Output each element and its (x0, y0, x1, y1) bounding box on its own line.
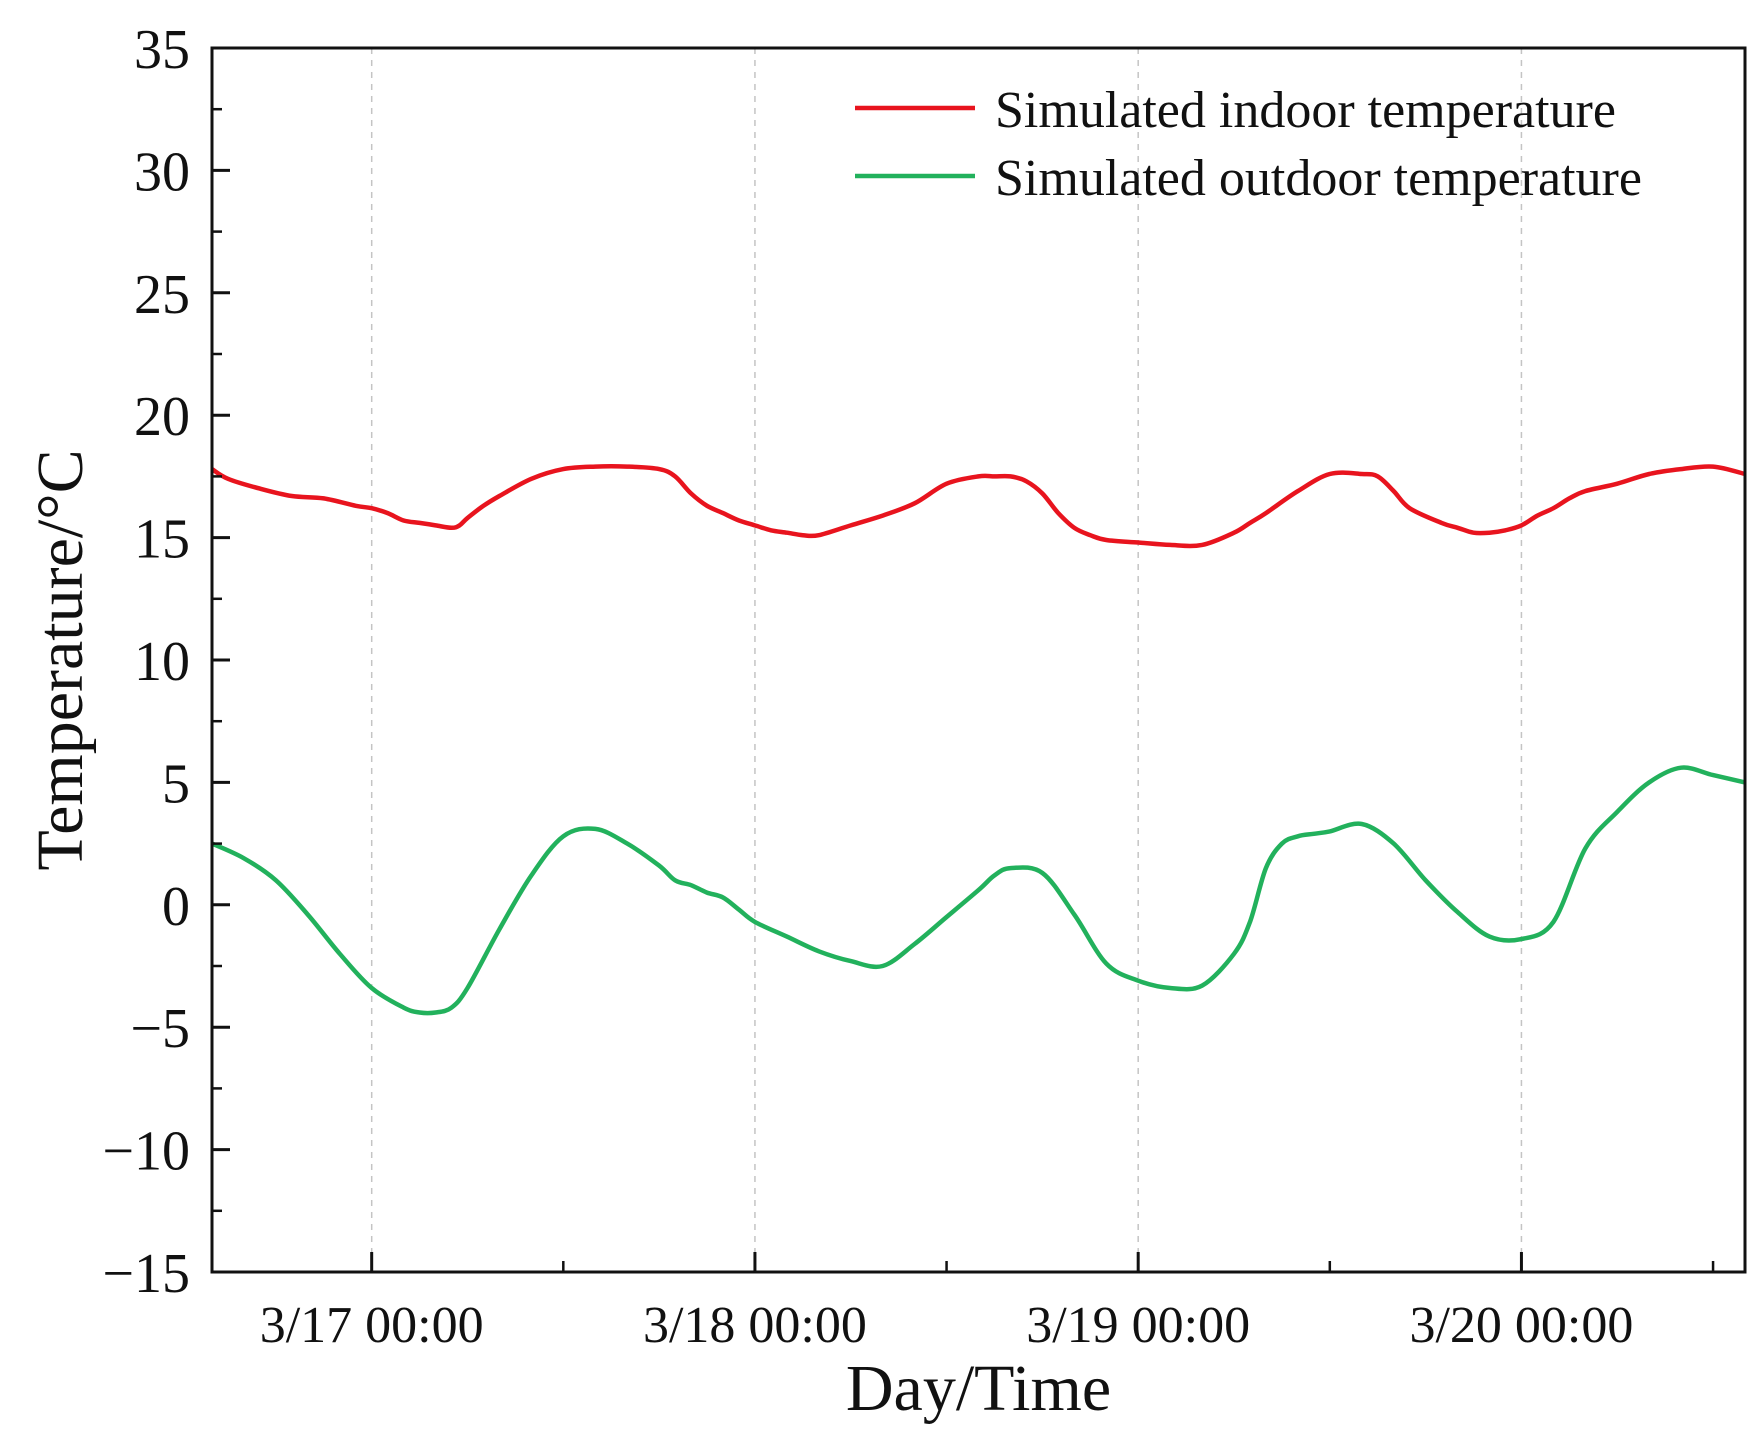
x-tick-label: 3/18 00:00 (643, 1297, 867, 1354)
y-axis-label: Temperature/°C (24, 449, 97, 870)
grid-lines (370, 48, 1523, 1272)
y-tick-label: 35 (134, 19, 190, 81)
legend-label-1: Simulated outdoor temperature (995, 150, 1642, 207)
y-tick-label: −5 (130, 998, 190, 1060)
y-tick-label: 20 (134, 386, 190, 448)
y-tick-label: 30 (134, 141, 190, 203)
x-tick-label: 3/19 00:00 (1026, 1297, 1250, 1354)
y-tick-label: −10 (102, 1121, 190, 1183)
series-line-outdoor (212, 765, 1745, 1016)
series-line-indoor (212, 464, 1745, 549)
y-tick-label: 5 (162, 753, 190, 815)
series-lines (212, 464, 1745, 1016)
plot-area-frame (210, 46, 1747, 1274)
legend-label-0: Simulated indoor temperature (995, 82, 1616, 139)
legend: Simulated indoor temperature Simulated ou… (855, 82, 1642, 207)
y-tick-label: 0 (162, 876, 190, 938)
y-tick-label: 25 (134, 264, 190, 326)
y-tick-label: 15 (134, 509, 190, 571)
axes: 35 30 25 20 15 10 5 0 −5 −10 −15 3/17 00:00 3/18 00:… (102, 19, 1715, 1354)
x-tick-label: 3/17 00:00 (260, 1297, 484, 1354)
x-tick-label: 3/20 00:00 (1409, 1297, 1633, 1354)
x-axis-label: Day/Time (846, 1352, 1111, 1425)
y-tick-label: −15 (102, 1243, 190, 1305)
y-tick-label: 10 (134, 631, 190, 693)
